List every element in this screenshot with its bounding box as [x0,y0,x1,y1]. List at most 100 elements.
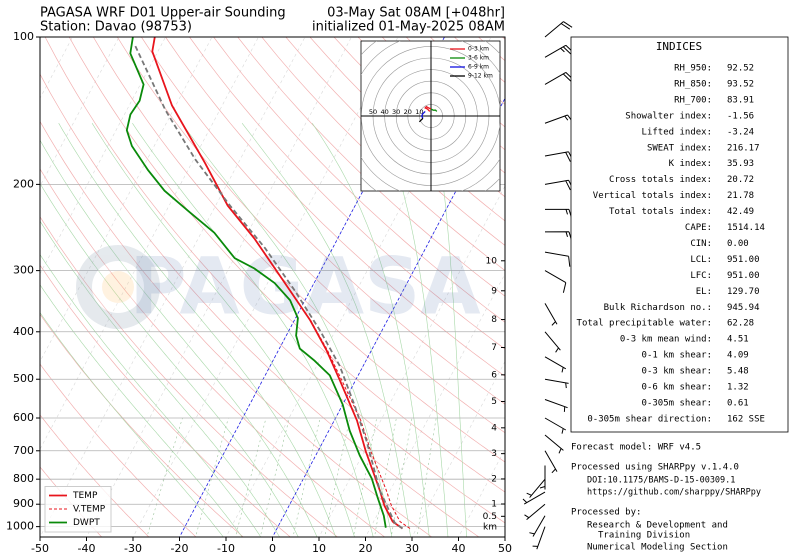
index-value: 0.00 [727,239,749,249]
y-tick-label: 200 [13,177,34,190]
wind-barb [544,331,561,353]
height-tick-label: 7 [491,343,497,353]
index-value: 1.32 [727,383,749,393]
wind-barb [544,303,558,326]
highlight-isotherm [179,37,445,537]
index-label: SWEAT index: [647,143,712,153]
x-tick-label: 10 [312,542,326,555]
dry-adiabat [189,37,505,350]
wind-barb [544,114,575,124]
wind-barb [539,465,546,490]
hodograph-legend-label: 0-3 km [468,46,489,53]
moist-adiabat [132,123,374,537]
hodograph-ring-label: 10 [415,108,423,116]
index-value: 35.93 [727,159,754,169]
isotherm [411,360,505,537]
mixing-ratio-line [416,417,437,537]
index-label: 0-3 km shear: [642,367,712,377]
index-value: 20.72 [727,175,754,185]
dry-adiabat [141,37,505,405]
moist-adiabat [241,123,411,537]
index-label: CIN: [690,239,712,249]
y-tick-label: 500 [13,372,34,385]
index-label: 0-305m shear: [642,398,712,408]
legend-label: DWPT [73,518,100,528]
logo [76,245,160,329]
index-value: 1514.14 [727,223,765,233]
index-label: 0-3 km mean wind: [620,335,712,345]
profile-line [289,289,411,529]
hodograph-legend-label: 6-9 km [468,64,489,71]
index-value: 21.78 [727,191,754,201]
moist-adiabat [40,139,318,537]
wind-barb [544,399,568,412]
note-line: Processed using SHARPpy v.1.4.0 [571,463,739,473]
moist-adiabat [40,284,243,537]
hodograph-trace [430,108,438,112]
y-tick-label: 700 [13,444,34,457]
index-label: 0-6 km shear: [642,383,712,393]
dry-adiabat [261,37,505,272]
height-tick-label: 2 [491,474,497,484]
indices-title: INDICES [656,40,702,53]
index-label: Total precipitable water: [577,319,712,329]
hodograph-ring-label: 50 [369,108,377,116]
wind-barb [544,44,574,58]
moist-adiabat [40,312,224,537]
index-value: 5.48 [727,367,749,377]
isotherm [40,37,259,450]
wind-barb [524,503,546,520]
index-value: -3.24 [727,127,754,137]
moist-adiabat [40,182,299,537]
dry-adiabat [68,37,505,493]
wind-barb [544,356,567,373]
wind-barb [522,491,546,505]
mixing-ratio-line [324,417,351,537]
wind-barb [544,378,569,389]
x-tick-label: -50 [31,542,49,555]
index-value: 42.49 [727,207,754,217]
moist-adiabat [433,123,467,537]
moist-adiabat [311,123,430,537]
legend-label: TEMP [72,491,98,501]
height-tick-label: 0.5 [483,512,497,522]
y-tick-label: 400 [13,325,34,338]
x-tick-label: -20 [171,542,189,555]
hodograph-trace [418,117,424,123]
note-line: Forecast model: WRF v4.5 [571,443,701,453]
hodograph-legend-label: 9-12 km [468,73,493,80]
x-tick-label: -30 [124,542,142,555]
legend-label: V.TEMP [73,505,106,515]
index-value: 4.09 [727,351,749,361]
isotherm [0,37,26,539]
index-value: 0.61 [727,398,749,408]
dry-adiabat [237,37,505,297]
x-tick-label: 20 [359,542,373,555]
plot-lines [125,37,411,530]
wind-barb [529,515,546,537]
height-tick-label: 9 [491,286,497,296]
x-tick-label: 40 [452,542,466,555]
isotherm [225,37,492,537]
index-label: LCL: [690,255,712,265]
wind-barb [544,208,573,220]
wind-barb [544,434,564,454]
height-tick-label: 1 [491,499,497,509]
hodograph-legend-label: 3-6 km [468,55,489,62]
wind-barb [544,151,574,162]
indices-table: RH_950: 92.52 RH_850: 93.52 RH_700: 83.91 Show… [577,64,765,425]
index-value: 83.91 [727,95,754,105]
chart-title: PAGASA WRF D01 Upper-air Sounding [40,6,286,21]
index-label: K index: [669,159,712,169]
wind-barb [544,21,573,38]
mixing-ratio-line [353,417,377,537]
index-label: EL: [696,287,712,297]
index-label: Vertical totals index: [593,191,712,201]
chart-subtitle-right: initialized 01-May-2025 08AM [312,20,505,35]
index-value: 62.28 [727,319,754,329]
wind-barb [526,478,546,498]
isotherm [132,37,399,537]
index-label: Bulk Richardson no.: [604,303,712,313]
